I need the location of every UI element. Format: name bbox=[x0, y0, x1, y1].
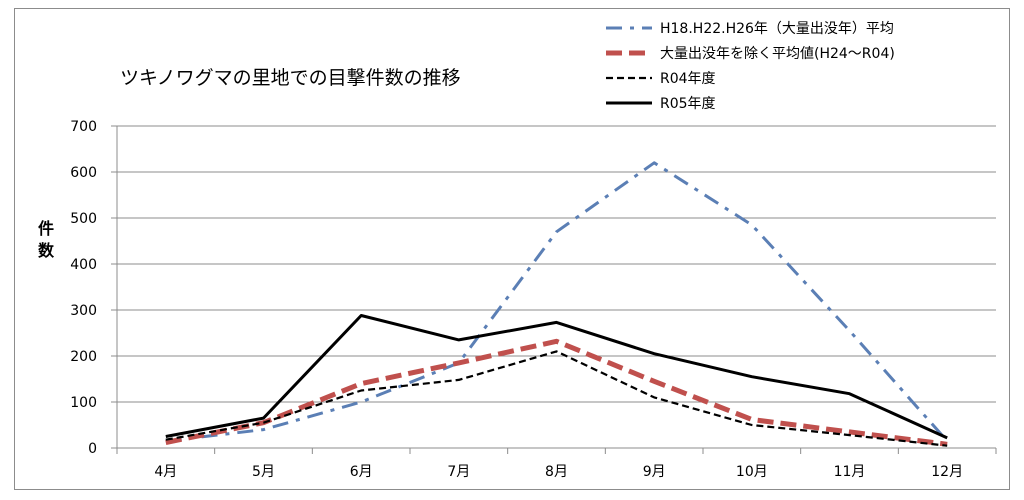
y-tick-label: 400 bbox=[70, 257, 97, 273]
legend-label: R05年度 bbox=[660, 96, 716, 112]
y-axis-label-char: 数 bbox=[38, 241, 55, 260]
legend-label: R04年度 bbox=[660, 71, 716, 87]
chart-title: ツキノワグマの里地での目撃件数の推移 bbox=[120, 67, 461, 89]
y-tick-label: 600 bbox=[70, 165, 97, 181]
chart-frame bbox=[14, 8, 1010, 490]
x-tick-label: 5月 bbox=[252, 464, 275, 480]
y-tick-label: 200 bbox=[70, 349, 97, 365]
x-tick-label: 6月 bbox=[350, 464, 373, 480]
y-axis-label-char: 件 bbox=[38, 219, 54, 238]
y-tick-label: 0 bbox=[88, 441, 97, 457]
legend-label: H18.H22.H26年（大量出没年）平均 bbox=[660, 21, 894, 37]
grid-lines bbox=[117, 125, 996, 403]
x-tick-label: 10月 bbox=[736, 464, 768, 480]
x-tick-label: 4月 bbox=[154, 464, 177, 480]
x-tick-label: 12月 bbox=[931, 464, 963, 480]
axes bbox=[111, 125, 997, 454]
series-line-2 bbox=[165, 350, 948, 447]
series-lines bbox=[165, 161, 949, 447]
y-tick-label: 700 bbox=[70, 119, 97, 135]
y-axis-label: 件数 bbox=[38, 219, 55, 260]
legend: H18.H22.H26年（大量出没年）平均大量出没年を除く平均値(H24～R04… bbox=[606, 21, 895, 112]
y-tick-label: 500 bbox=[70, 211, 97, 227]
series-line-1 bbox=[165, 338, 948, 447]
y-tick-label: 300 bbox=[70, 303, 97, 319]
x-tick-label: 11月 bbox=[834, 464, 866, 480]
x-tick-label: 9月 bbox=[643, 464, 666, 480]
x-tick-label: 7月 bbox=[447, 464, 470, 480]
y-tick-labels: 0 100 200 300 400 500 600 700 bbox=[70, 119, 97, 457]
series-line-3 bbox=[165, 314, 948, 440]
x-tick-labels: 4月 5月 6月 7月 8月 9月 10月 11月 12月 bbox=[154, 464, 963, 480]
series-line-0 bbox=[165, 161, 949, 443]
y-tick-label: 100 bbox=[70, 395, 97, 411]
x-tick-label: 8月 bbox=[545, 464, 568, 480]
legend-label: 大量出没年を除く平均値(H24～R04) bbox=[660, 46, 895, 62]
